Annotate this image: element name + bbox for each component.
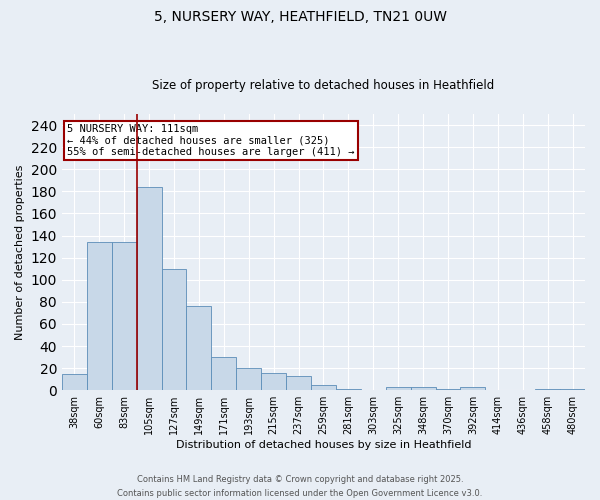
Bar bbox=[436, 389, 460, 390]
Bar bbox=[87, 242, 112, 390]
Bar bbox=[311, 384, 336, 390]
Bar bbox=[460, 387, 485, 390]
Bar bbox=[236, 368, 261, 390]
Bar bbox=[211, 357, 236, 390]
Bar bbox=[286, 376, 311, 390]
Bar bbox=[112, 242, 137, 390]
X-axis label: Distribution of detached houses by size in Heathfield: Distribution of detached houses by size … bbox=[176, 440, 471, 450]
Text: Contains HM Land Registry data © Crown copyright and database right 2025.
Contai: Contains HM Land Registry data © Crown c… bbox=[118, 476, 482, 498]
Y-axis label: Number of detached properties: Number of detached properties bbox=[15, 164, 25, 340]
Text: 5, NURSERY WAY, HEATHFIELD, TN21 0UW: 5, NURSERY WAY, HEATHFIELD, TN21 0UW bbox=[154, 10, 446, 24]
Bar bbox=[560, 389, 585, 390]
Bar bbox=[386, 387, 410, 390]
Bar bbox=[336, 389, 361, 390]
Bar bbox=[410, 387, 436, 390]
Bar bbox=[187, 306, 211, 390]
Bar bbox=[535, 389, 560, 390]
Bar bbox=[137, 187, 161, 390]
Bar bbox=[62, 374, 87, 390]
Text: 5 NURSERY WAY: 111sqm
← 44% of detached houses are smaller (325)
55% of semi-det: 5 NURSERY WAY: 111sqm ← 44% of detached … bbox=[67, 124, 355, 157]
Bar bbox=[261, 372, 286, 390]
Title: Size of property relative to detached houses in Heathfield: Size of property relative to detached ho… bbox=[152, 79, 494, 92]
Bar bbox=[161, 268, 187, 390]
